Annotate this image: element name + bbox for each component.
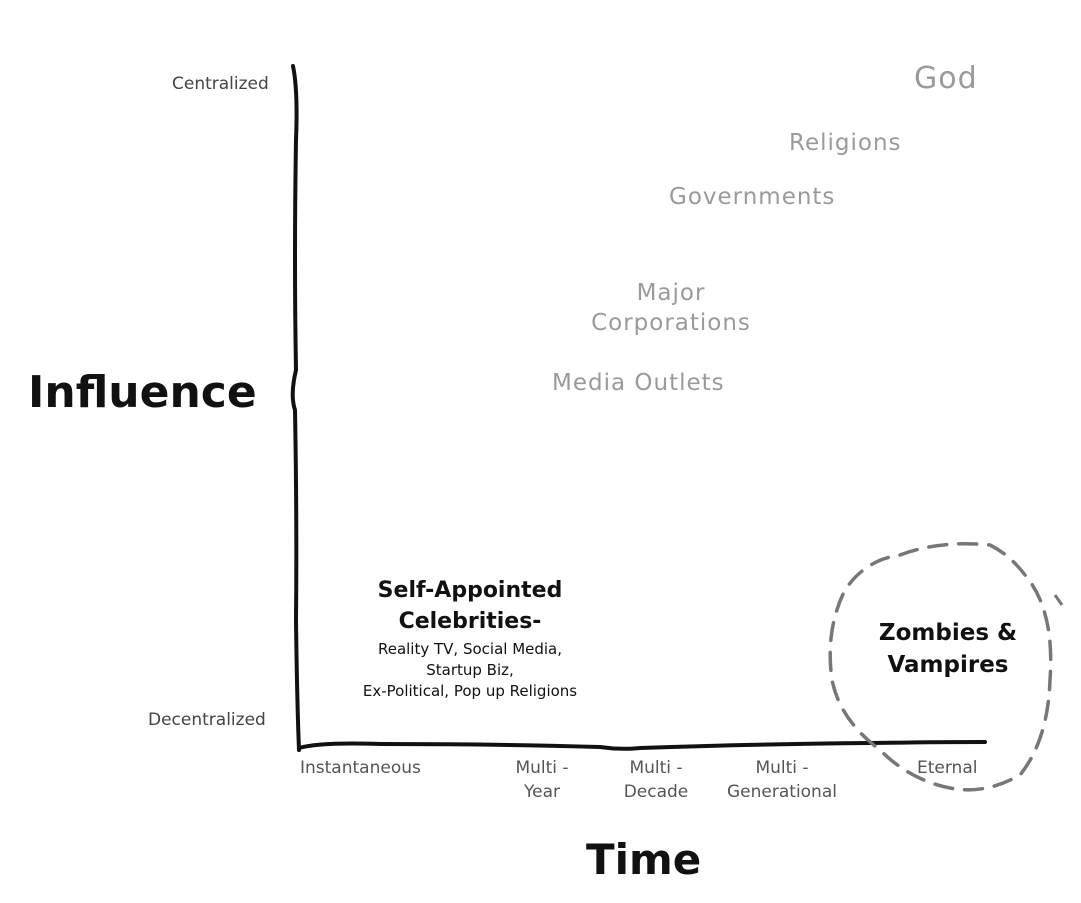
dashed-circle-tail: [1053, 594, 1064, 606]
y-axis-title: Influence: [28, 367, 257, 418]
entity-major-corporations-line2: Corporations: [591, 310, 751, 337]
x-tick-eternal: Eternal: [917, 758, 978, 779]
x-tick-multi-generational: Multi - Generational: [714, 758, 850, 802]
x-tick-label: Eternal: [917, 758, 978, 778]
entity-zombies-vampires: Zombies & Vampires: [868, 620, 1028, 679]
zombies-line2: Vampires: [887, 652, 1009, 679]
y-axis-top-label: Centralized: [172, 74, 269, 94]
y-axis-bottom-label: Decentralized: [148, 710, 266, 730]
x-axis-line: [297, 740, 987, 751]
x-tick-label: Multi -: [629, 758, 683, 778]
x-axis-title: Time: [586, 835, 702, 884]
celebrities-detail-line2: Startup Biz,: [426, 660, 514, 679]
entity-major-corporations-line1: Major: [636, 280, 706, 306]
celebrities-title-line1: Self-Appointed: [377, 578, 563, 603]
celebrities-detail-line3: Ex-Political, Pop up Religions: [362, 682, 578, 701]
x-tick-multi-year: Multi - Year: [506, 758, 578, 802]
dashed-circle: [828, 542, 1053, 792]
x-tick-label: Instantaneous: [300, 758, 421, 778]
x-tick-label: Generational: [727, 781, 837, 802]
entity-self-appointed-celebrities: Self-Appointed Celebrities- Reality TV, …: [330, 578, 610, 700]
entity-major-corporations: Major Corporations: [578, 280, 764, 337]
x-tick-label: Multi -: [755, 758, 809, 778]
y-axis-line: [290, 64, 301, 752]
entity-media-outlets: Media Outlets: [552, 370, 725, 396]
celebrities-detail-line1: Reality TV, Social Media,: [377, 639, 563, 658]
x-tick-multi-decade: Multi - Decade: [614, 758, 698, 802]
entity-religions: Religions: [789, 130, 902, 156]
celebrities-title-line2: Celebrities-: [398, 609, 542, 635]
x-tick-label: Year: [524, 781, 560, 802]
zombies-line1: Zombies &: [878, 620, 1018, 646]
entity-god: God: [914, 61, 978, 96]
x-tick-label: Multi -: [515, 758, 569, 778]
x-tick-instantaneous: Instantaneous: [300, 758, 421, 779]
x-tick-label: Decade: [623, 781, 689, 802]
entity-governments: Governments: [669, 184, 836, 210]
